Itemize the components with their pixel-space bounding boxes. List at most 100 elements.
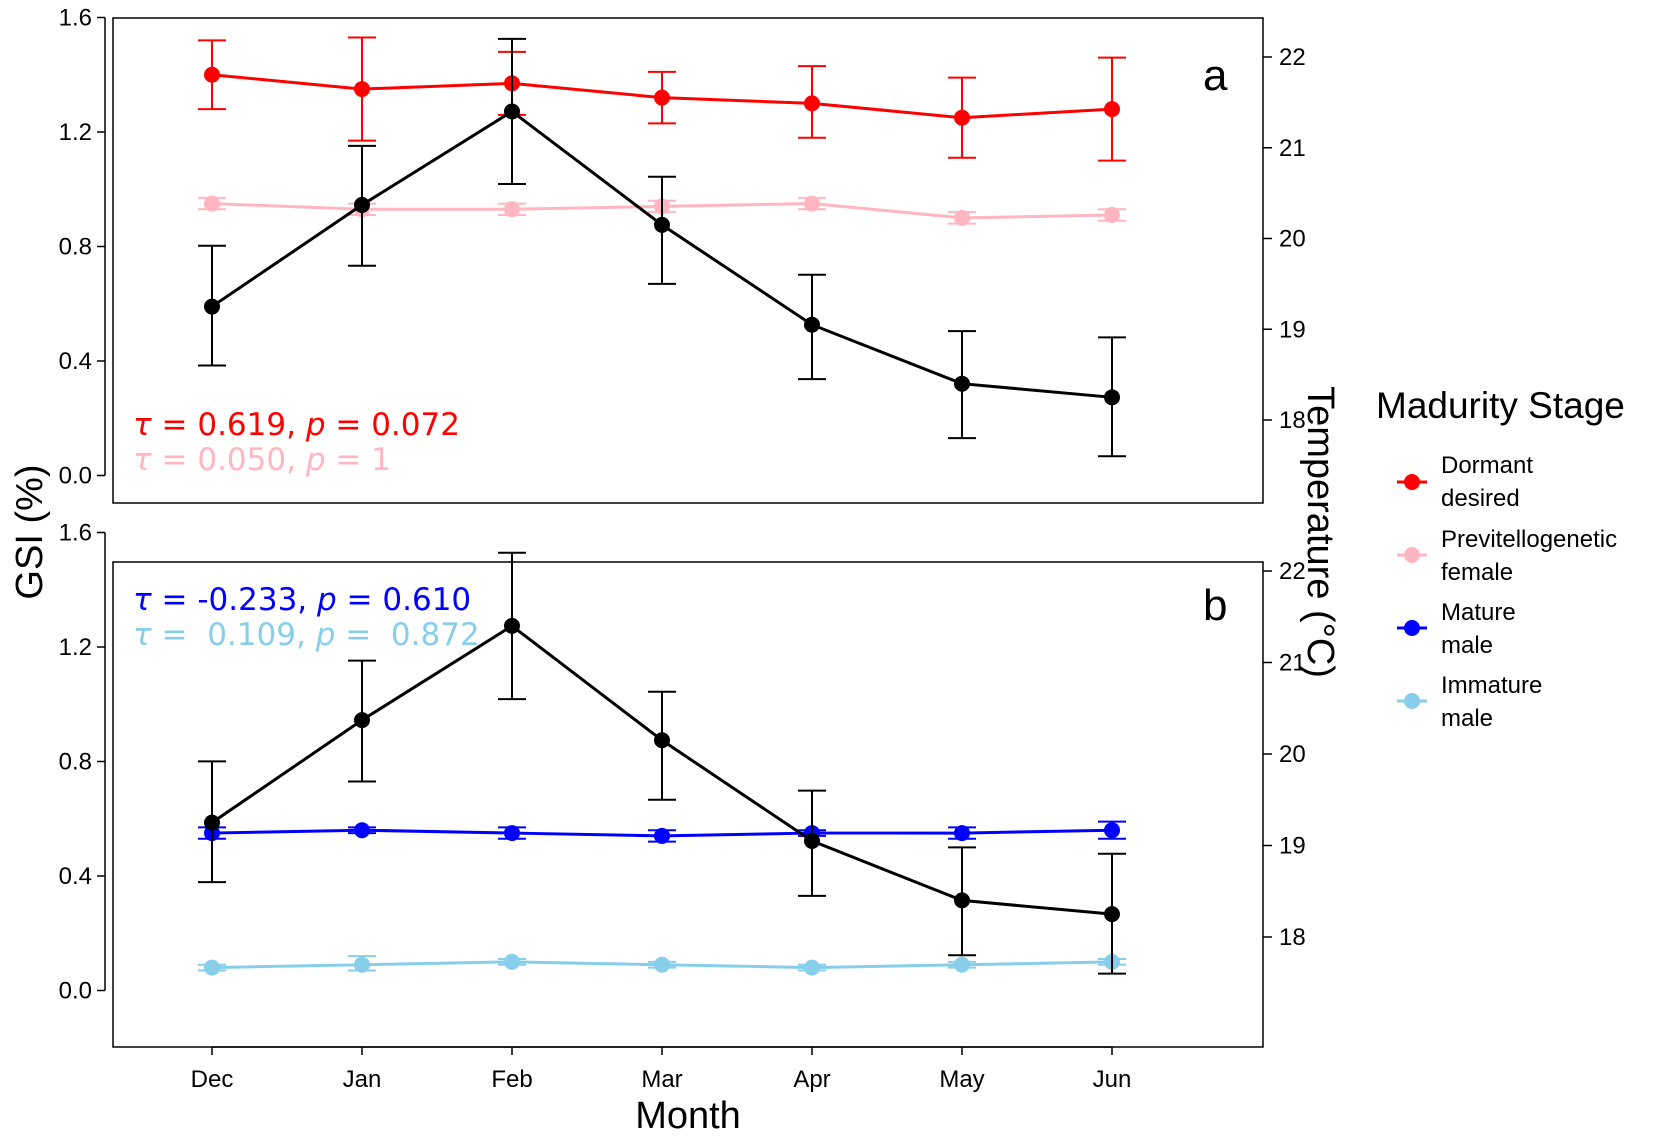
stat-eq: = [326,442,372,478]
panel-b-right-axis: 18 19 20 21 22 [1263,558,1306,951]
stat-tau-symbol: τ [133,582,152,618]
data-point [354,956,370,973]
legend-marker [1404,620,1420,636]
x-axis-title: Month [635,1095,741,1137]
panel-a-left-axis: 0.0 0.4 0.8 1.2 1.6 [59,5,106,490]
data-point [204,66,220,83]
data-point [804,959,820,976]
left-axis-tick-label: 1.6 [59,5,92,32]
y2-axis-title: Temperature (°C) [1299,386,1341,678]
stat-eq: = [152,407,198,443]
data-point [954,375,970,392]
right-axis-tick-label: 19 [1279,833,1306,860]
stat-eq: = [152,442,198,478]
right-axis-tick-label: 20 [1279,226,1306,253]
x-axis-tick-label: Apr [793,1066,830,1093]
panel-b-stat-1: τ = -0.233, p = 0.610 [133,582,471,618]
series-dormant-desired [198,36,1126,162]
right-axis-tick-label: 22 [1279,558,1306,585]
stat-eq: = [335,617,391,653]
panel-a-frame [112,17,1264,504]
data-point [1104,207,1120,224]
data-point [504,617,520,634]
panel-b-left-axis: 0.0 0.4 0.8 1.2 1.6 [59,520,106,1005]
series-immature-male [198,953,1126,976]
data-point [1104,389,1120,406]
legend-label: Mature [1441,599,1516,626]
left-axis-tick-label: 0.4 [59,348,92,375]
data-point [804,195,820,212]
panel-a: 0.0 0.4 0.8 1.2 1.6 18 19 20 21 22 a τ = 0.619, … [59,5,1306,504]
panel-b: 0.0 0.4 0.8 1.2 1.6 18 19 20 21 22 Dec Jan Feb Mar A… [59,520,1306,1094]
y-axis-title: GSI (%) [9,464,51,599]
panel-b-series [198,551,1126,976]
stat-tau-value: 0.050 [197,442,286,478]
right-axis-tick-label: 22 [1279,44,1306,71]
left-axis-tick-label: 1.2 [59,119,92,146]
legend-title: Madurity Stage [1376,385,1625,426]
data-point [654,956,670,973]
stat-sep: , [286,407,306,443]
data-point [204,298,220,315]
panel-a-stat-1: τ = 0.619, p = 0.072 [133,407,460,443]
left-axis-tick-label: 0.8 [59,234,92,261]
x-axis-tick-label: Jan [343,1066,382,1093]
data-point [354,822,370,839]
stat-tau-value: -0.233 [197,582,297,618]
data-point [204,959,220,976]
legend-entry-previtellogenetic-female: Previtellogenetic female [1397,526,1617,586]
data-point [804,95,820,112]
series-temperature [198,37,1126,458]
panel-b-stat-2: τ = 0.109, p = 0.872 [133,617,480,653]
data-point [504,103,520,120]
stat-tau-symbol: τ [133,442,152,478]
right-axis-tick-label: 20 [1279,741,1306,768]
data-point [954,956,970,973]
series-temperature [198,551,1126,975]
stat-p-symbol: p [305,407,326,443]
data-point [654,216,670,233]
data-point [654,732,670,749]
x-axis-tick-label: May [939,1066,984,1093]
right-axis-tick-label: 18 [1279,924,1306,951]
panel-a-stat-2: τ = 0.050, p = 1 [133,442,391,478]
left-axis-tick-label: 0.0 [59,463,92,490]
stat-eq: = [337,582,383,618]
stat-tau-value: 0.109 [207,617,296,653]
panel-a-letter: a [1203,51,1228,100]
legend-label: Dormant [1441,452,1533,479]
stat-tau-symbol: τ [133,407,152,443]
data-point [654,89,670,106]
stat-p-value: 0.072 [371,407,460,443]
stat-eq: = [326,407,372,443]
legend-marker [1404,693,1420,709]
right-axis-tick-label: 19 [1279,316,1306,343]
panel-a-series [198,36,1126,458]
data-point [1104,822,1120,839]
x-axis-tick-label: Jun [1093,1066,1132,1093]
left-axis-tick-label: 0.8 [59,749,92,776]
data-point [204,195,220,212]
stat-p-symbol: p [315,617,336,653]
data-point [504,201,520,218]
stat-eq: = [152,617,208,653]
stat-sep: , [297,582,317,618]
x-axis-tick-label: Dec [191,1066,234,1093]
legend-label: Previtellogenetic [1441,526,1617,553]
stat-tau-value: 0.619 [197,407,286,443]
data-point [654,827,670,844]
data-point [954,109,970,126]
data-point [804,316,820,333]
right-axis-tick-label: 21 [1279,650,1306,677]
legend-marker [1404,547,1420,563]
legend-entry-mature-male: Mature male [1397,599,1516,659]
panel-a-right-axis: 18 19 20 21 22 [1263,44,1306,434]
left-axis-tick-label: 1.2 [59,634,92,661]
stat-p-value: 0.610 [382,582,471,618]
data-point [1104,906,1120,923]
legend-label: male [1441,632,1493,659]
x-axis-tick-label: Feb [491,1066,532,1093]
stat-p-value: 1 [371,442,391,478]
data-point [354,712,370,729]
left-axis-tick-label: 1.6 [59,520,92,547]
